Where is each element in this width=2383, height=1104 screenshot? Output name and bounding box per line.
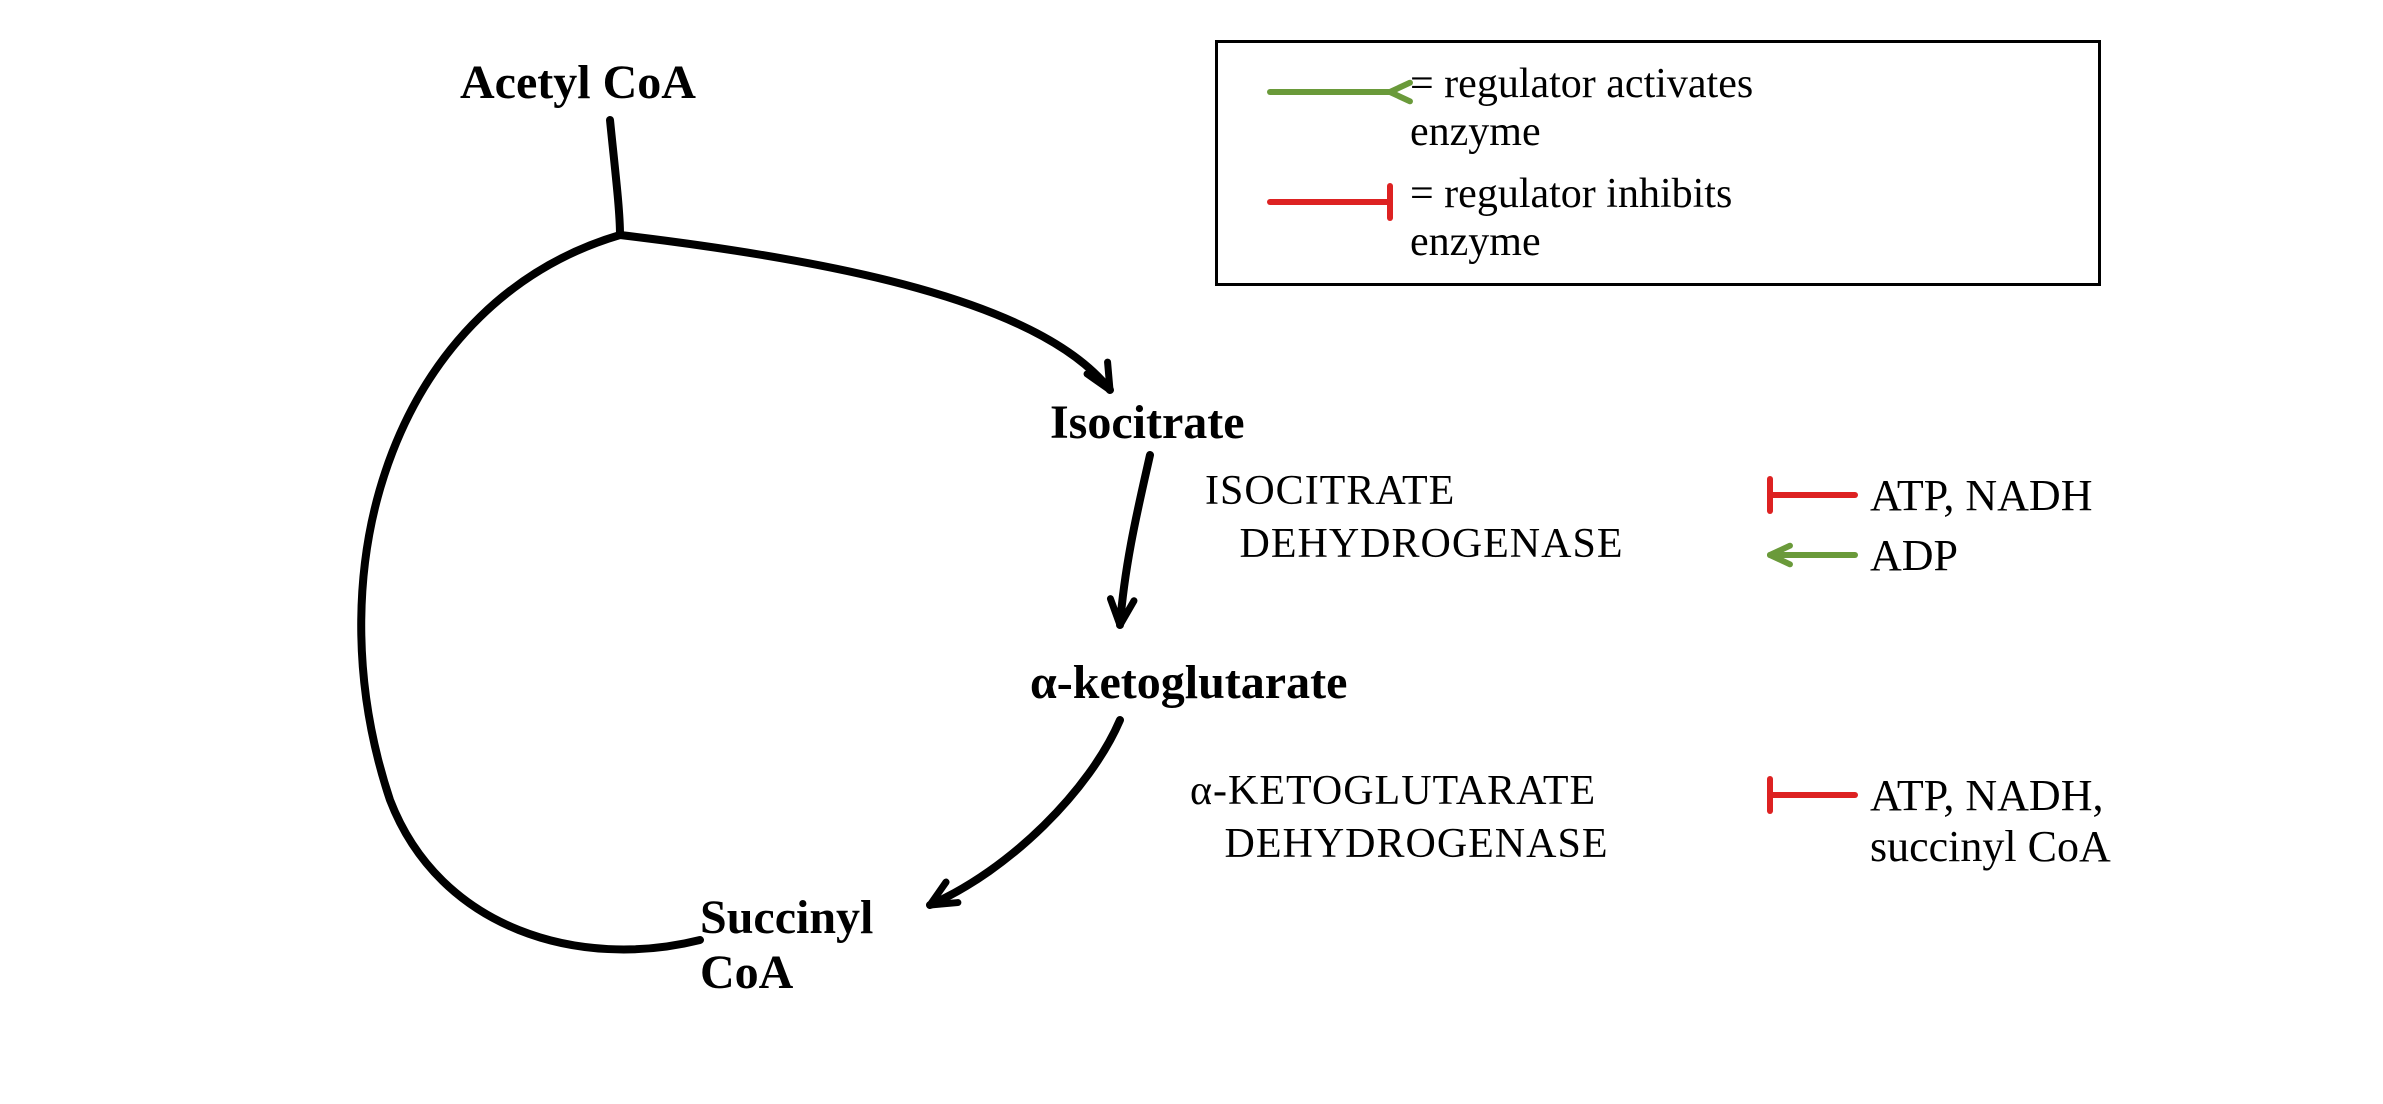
regulator-isocitrate-dehydrogenase-1: ADP xyxy=(1870,530,1958,581)
regulator-isocitrate-dehydrogenase-0: ATP, NADH xyxy=(1870,470,2092,521)
legend-row-1: = regulator inhibits enzyme xyxy=(1410,170,1732,266)
node-a-ketoglutarate: α-ketoglutarate xyxy=(1030,655,1347,710)
regulator-a-ketoglutarate-dehydrogenase-0: ATP, NADH, succinyl CoA xyxy=(1870,770,2111,872)
enzyme-isocitrate-dehydrogenase: ISOCITRATE DEHYDROGENASE xyxy=(1205,465,1624,570)
node-isocitrate: Isocitrate xyxy=(1050,395,1245,450)
legend-row-0: = regulator activates enzyme xyxy=(1410,60,1753,156)
node-succinyl-coa: Succinyl CoA xyxy=(700,890,873,1000)
node-acetyl-coa: Acetyl CoA xyxy=(460,55,696,110)
enzyme-a-ketoglutarate-dehydrogenase: α-KETOGLUTARATE DEHYDROGENASE xyxy=(1190,765,1609,870)
